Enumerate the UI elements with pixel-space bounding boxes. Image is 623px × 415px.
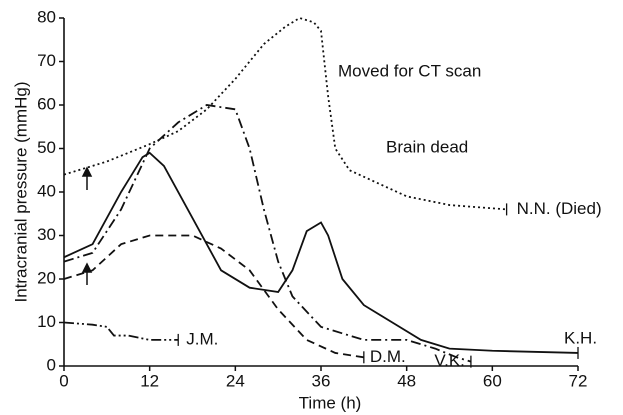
y-tick-label: 10 <box>37 312 56 331</box>
series-line <box>63 234 364 359</box>
x-tick-label: 48 <box>397 371 416 390</box>
x-tick-label: 0 <box>59 371 68 390</box>
y-axis-label: Intracranial pressure (mmHg) <box>11 81 30 302</box>
series-line <box>63 17 507 211</box>
series-label: V.K. <box>434 351 465 370</box>
annotation: Brain dead <box>386 137 468 156</box>
y-tick-label: 40 <box>37 181 56 200</box>
x-tick-label: 36 <box>312 371 331 390</box>
series-label: K.H. <box>564 328 597 347</box>
series-line <box>63 104 472 363</box>
y-tick-label: 20 <box>37 268 56 287</box>
arrows <box>81 166 93 285</box>
y-tick-label: 70 <box>37 51 56 70</box>
y-tick-label: 0 <box>47 355 56 374</box>
annotation: Moved for CT scan <box>338 61 481 80</box>
series-label: J.M. <box>186 329 218 348</box>
y-tick-label: 60 <box>37 94 56 113</box>
series-line <box>63 321 179 341</box>
x-tick-label: 24 <box>226 371 245 390</box>
y-tick-label: 30 <box>37 225 56 244</box>
series-label: N.N. (Died) <box>517 199 602 218</box>
x-tick-label: 12 <box>140 371 159 390</box>
x-tick-label: 60 <box>483 371 502 390</box>
series-line <box>63 151 579 354</box>
x-axis-label: Time (h) <box>299 393 362 412</box>
x-tick-label: 72 <box>569 371 588 390</box>
y-tick-label: 80 <box>37 7 56 26</box>
y-tick-label: 50 <box>37 138 56 157</box>
series-label: D.M. <box>370 347 406 366</box>
